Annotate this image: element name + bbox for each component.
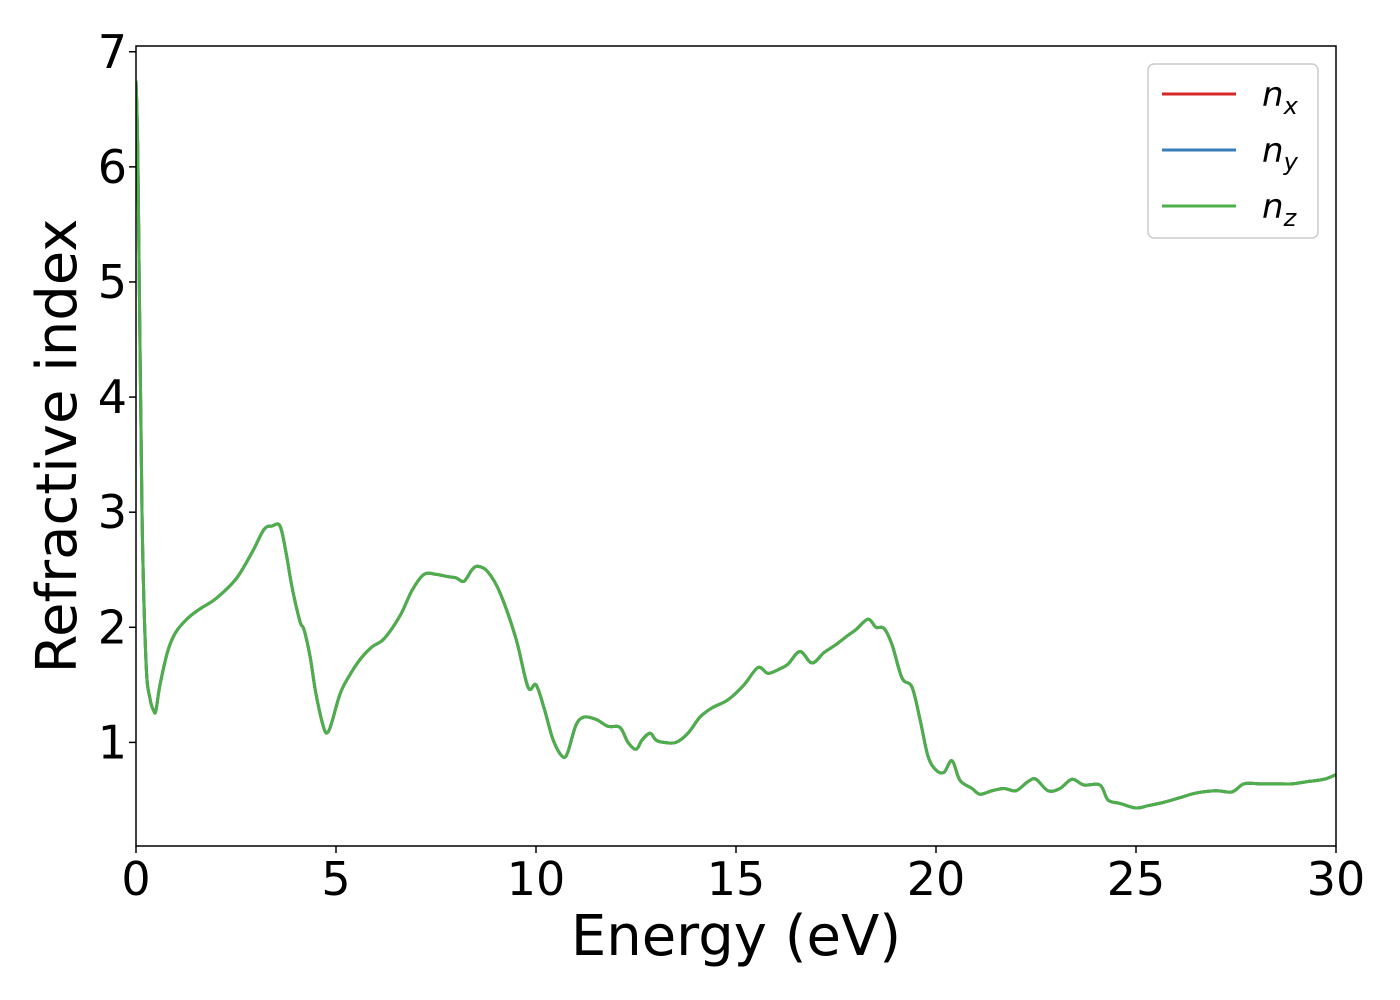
x-tick-label: 5 [321,852,350,906]
x-tick-label: 20 [907,852,966,906]
y-tick-label: 6 [98,140,127,194]
x-tick-label: 0 [121,852,150,906]
x-axis-title: Energy (eV) [571,904,901,969]
y-axis-ticks: 1 2 3 4 5 6 7 [98,25,136,769]
legend-label-nz: nz [1262,187,1298,232]
x-axis-ticks: 0 5 10 15 20 25 30 [121,846,1365,906]
y-axis-title: Refractive index [25,219,90,674]
y-tick-label: 2 [98,600,127,654]
x-tick-label: 15 [707,852,766,906]
legend-label-nx: nx [1262,75,1299,120]
x-tick-label: 30 [1307,852,1366,906]
y-tick-label: 3 [98,485,127,539]
legend: nx ny nz [1147,63,1319,239]
legend-label-ny: ny [1262,131,1299,176]
x-tick-label: 10 [507,852,566,906]
y-tick-label: 4 [98,370,127,424]
y-tick-label: 1 [98,715,127,769]
y-tick-label: 5 [98,255,127,309]
series-line-nz [136,80,1336,810]
y-tick-label: 7 [98,25,127,79]
plot-lines [136,80,1336,810]
x-tick-label: 25 [1107,852,1166,906]
